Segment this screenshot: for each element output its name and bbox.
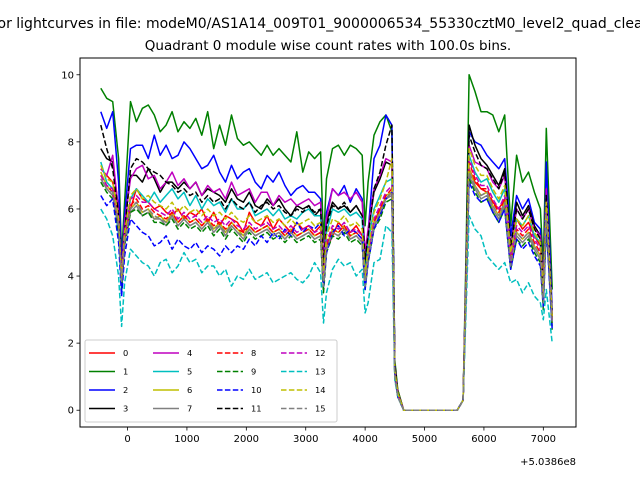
x-tick-label: 2000	[234, 434, 259, 445]
y-tick-label: 4	[68, 272, 74, 283]
series-line-1	[100, 74, 553, 411]
series-line-12	[100, 157, 553, 411]
y-tick-label: 6	[68, 204, 74, 215]
x-tick-label: 0	[124, 434, 130, 445]
series-line-15	[100, 171, 553, 411]
series-line-14	[100, 147, 553, 411]
legend-label-8: 8	[251, 348, 256, 358]
legend-label-11: 11	[251, 404, 262, 414]
legend-label-14: 14	[315, 385, 326, 395]
legend-label-5: 5	[187, 367, 192, 377]
series-line-11	[100, 124, 553, 411]
legend-label-9: 9	[251, 367, 256, 377]
legend-label-7: 7	[187, 404, 192, 414]
series-line-4	[100, 144, 553, 411]
series-line-13	[100, 208, 553, 411]
x-tick-label: 6000	[471, 434, 496, 445]
y-tick-label: 10	[61, 70, 74, 81]
legend-label-15: 15	[315, 404, 326, 414]
legend-label-1: 1	[123, 367, 128, 377]
figure-suptitle: Plot for lightcurves in file: modeM0/AS1…	[0, 16, 640, 32]
y-tick-label: 8	[68, 137, 74, 148]
legend-label-13: 13	[315, 367, 326, 377]
y-tick-label: 2	[68, 339, 74, 350]
legend-label-6: 6	[187, 385, 192, 395]
x-tick-label: 4000	[352, 434, 377, 445]
x-tick-label: 7000	[531, 434, 556, 445]
series-line-5	[100, 154, 553, 411]
legend-box	[84, 339, 338, 423]
legend-label-10: 10	[251, 385, 262, 395]
legend-label-2: 2	[123, 385, 128, 395]
y-tick-label: 0	[68, 406, 74, 417]
x-offset-label: +5.0386e8	[520, 457, 576, 468]
legend-label-3: 3	[123, 404, 128, 414]
chart-title: Quadrant 0 module wise count rates with …	[145, 38, 511, 54]
plot-frame	[79, 57, 577, 428]
series-line-3	[100, 124, 553, 411]
legend-label-0: 0	[123, 348, 128, 358]
legend-label-12: 12	[315, 348, 326, 358]
series-lines	[100, 74, 553, 411]
series-line-8	[100, 161, 553, 411]
x-tick-label: 3000	[293, 434, 318, 445]
x-tick-label: 5000	[412, 434, 437, 445]
legend-label-4: 4	[187, 348, 192, 358]
series-line-9	[100, 178, 553, 411]
x-tick-label: 1000	[174, 434, 199, 445]
